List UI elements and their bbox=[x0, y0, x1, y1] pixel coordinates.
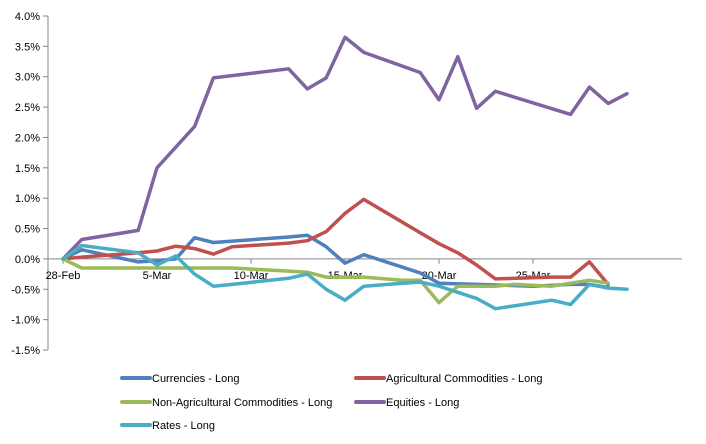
legend-label-currencies-long: Currencies - Long bbox=[152, 373, 239, 385]
legend: Currencies - Long Agricultural Commoditie… bbox=[120, 373, 543, 432]
y-tick-label: -0.5% bbox=[11, 284, 40, 296]
y-tick-label: 2.5% bbox=[15, 102, 40, 114]
y-tick-label: -1.0% bbox=[11, 315, 40, 327]
x-tick-label: 5-Mar bbox=[143, 270, 172, 282]
y-tick-label: 4.0% bbox=[15, 11, 40, 23]
series-line-equities-long bbox=[61, 35, 629, 261]
x-tick-label: 10-Mar bbox=[234, 270, 269, 282]
legend-label-non-agricultural-commodities-long: Non-Agricultural Commodities - Long bbox=[152, 397, 332, 409]
series-line-agricultural-commodities-long bbox=[61, 197, 610, 287]
y-tick-label: 1.5% bbox=[15, 163, 40, 175]
axes bbox=[47, 16, 682, 350]
y-tick-label: 0.5% bbox=[15, 224, 40, 236]
y-axis-ticks: 4.0% 3.5% 3.0% 2.5% 2.0% 1.5% 1.0% 0.5% 0.0% -0.5… bbox=[11, 11, 48, 357]
series-line-rates-long bbox=[61, 243, 629, 311]
x-tick-label: 28-Feb bbox=[46, 270, 81, 282]
y-tick-label: 3.0% bbox=[15, 72, 40, 84]
y-tick-label: 2.0% bbox=[15, 132, 40, 144]
y-tick-label: -1.5% bbox=[11, 345, 40, 357]
legend-label-rates-long: Rates - Long bbox=[152, 420, 215, 432]
y-tick-label: 1.0% bbox=[15, 193, 40, 205]
legend-label-agricultural-commodities-long: Agricultural Commodities - Long bbox=[386, 373, 543, 385]
series-lines bbox=[61, 35, 629, 311]
y-tick-label: 3.5% bbox=[15, 41, 40, 53]
y-tick-label: 0.0% bbox=[15, 254, 40, 266]
series-line-non-agricultural-commodities-long bbox=[61, 257, 610, 305]
legend-label-equities-long: Equities - Long bbox=[386, 397, 459, 409]
